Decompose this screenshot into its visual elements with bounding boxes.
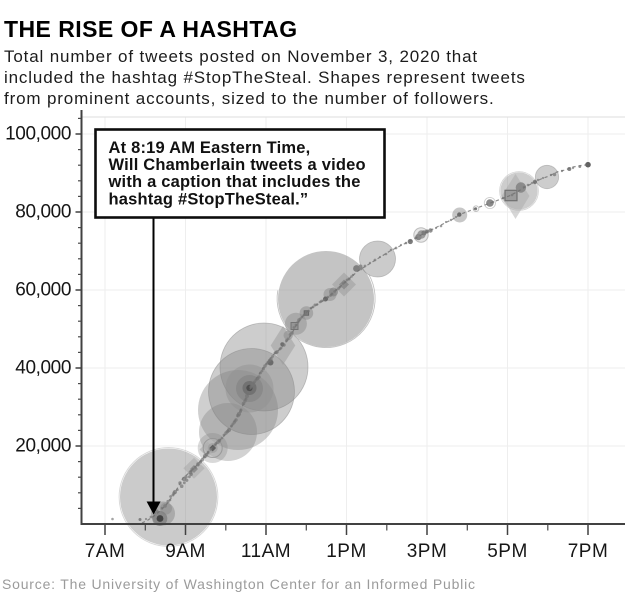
svg-text:7AM: 7AM <box>85 541 126 562</box>
svg-text:3PM: 3PM <box>407 541 448 562</box>
svg-text:60,000: 60,000 <box>15 280 71 301</box>
svg-text:with a caption that includes t: with a caption that includes the <box>108 173 361 191</box>
svg-text:100,000: 100,000 <box>5 124 71 145</box>
svg-text:Source: The University of Wash: Source: The University of Washington Cen… <box>2 576 476 592</box>
svg-text:80,000: 80,000 <box>15 202 71 223</box>
svg-text:1PM: 1PM <box>326 541 367 562</box>
svg-text:THE RISE OF A HASHTAG: THE RISE OF A HASHTAG <box>4 16 298 42</box>
svg-text:40,000: 40,000 <box>15 358 71 379</box>
svg-text:Will Chamberlain tweets a vide: Will Chamberlain tweets a video <box>109 156 366 174</box>
svg-text:Total number of tweets posted: Total number of tweets posted on Novembe… <box>4 47 478 66</box>
svg-text:included the hashtag #StopTheS: included the hashtag #StopTheSteal. Shap… <box>4 68 526 87</box>
svg-text:At 8:19 AM Eastern Time,: At 8:19 AM Eastern Time, <box>109 139 311 157</box>
svg-text:9AM: 9AM <box>165 541 206 562</box>
svg-text:11AM: 11AM <box>241 541 291 562</box>
svg-text:20,000: 20,000 <box>15 436 71 457</box>
svg-text:from prominent accounts, sized: from prominent accounts, sized to the nu… <box>4 89 495 108</box>
svg-text:7PM: 7PM <box>568 541 609 562</box>
svg-text:5PM: 5PM <box>487 541 528 562</box>
svg-text:hashtag #StopTheSteal.”: hashtag #StopTheSteal.” <box>109 190 309 208</box>
